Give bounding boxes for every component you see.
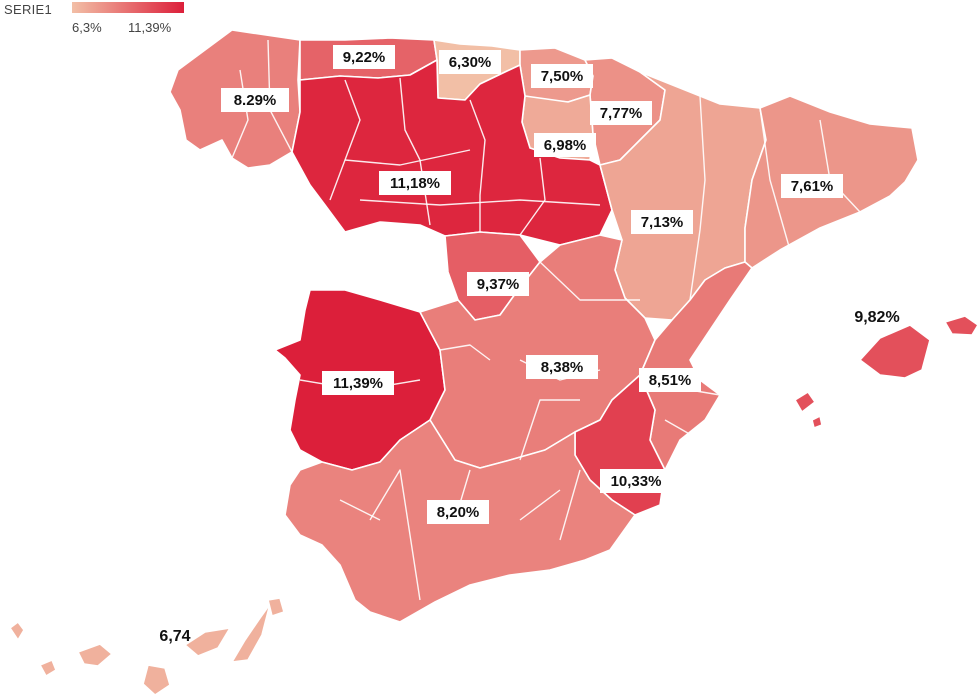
- region-shape: [267, 597, 285, 617]
- value-label-asturias: 9,22%: [333, 45, 395, 69]
- label-box: [379, 171, 451, 195]
- label-box: [333, 45, 395, 69]
- value-label-castilla-la-mancha: 8,38%: [526, 355, 598, 379]
- region-shape: [811, 415, 823, 429]
- label-text: 9,82%: [854, 309, 899, 326]
- province-border: [469, 99, 486, 232]
- region-castilla-y-leon: [291, 59, 613, 246]
- label-text: 7,77%: [600, 105, 643, 122]
- value-label-murcia: 10,33%: [600, 469, 672, 493]
- province-border: [329, 79, 361, 201]
- legend-title: SERIE1: [4, 2, 53, 17]
- labels-layer: 8.29% 9,22% 6,30% 7,50% 7,77% 6,98% 11,18% 7,13…: [159, 45, 900, 645]
- legend-color-bar: [72, 2, 184, 13]
- value-label-cataluna: 7,61%: [781, 174, 843, 198]
- province-border: [559, 469, 581, 541]
- label-box: [631, 210, 693, 234]
- region-shape: [291, 59, 613, 246]
- province-border: [231, 69, 249, 159]
- province-border: [539, 261, 640, 301]
- label-text: 11,18%: [390, 175, 440, 192]
- label-text: 6,98%: [544, 137, 587, 154]
- label-text: 7,61%: [791, 178, 834, 195]
- province-border: [519, 399, 580, 461]
- label-box: [639, 368, 701, 392]
- region-islas-baleares: [794, 315, 979, 429]
- label-text: 11,39%: [333, 375, 383, 392]
- legend-min-label: 6,3%: [72, 20, 102, 35]
- province-border: [344, 149, 471, 166]
- province-border: [339, 499, 381, 521]
- label-text: 6,74: [159, 628, 190, 645]
- region-shape: [142, 664, 171, 696]
- label-text: 7,50%: [541, 68, 584, 85]
- region-shape: [77, 643, 113, 667]
- label-box: [322, 371, 394, 395]
- province-border: [759, 107, 791, 251]
- regions-layer: [9, 29, 979, 696]
- label-text: 8,51%: [649, 372, 692, 389]
- label-box: [590, 101, 652, 125]
- value-label-cantabria: 6,30%: [439, 50, 501, 74]
- label-text: 8,38%: [541, 359, 584, 376]
- label-box: [781, 174, 843, 198]
- label-box: [221, 88, 289, 112]
- label-box: [427, 500, 489, 524]
- value-label-galicia: 8.29%: [221, 88, 289, 112]
- value-label-islas-baleares: 9,82%: [854, 309, 899, 326]
- region-shape: [184, 627, 231, 657]
- province-border: [519, 489, 561, 521]
- province-border: [519, 157, 546, 236]
- value-label-castilla-y-leon: 11,18%: [379, 171, 451, 195]
- region-canarias: [9, 597, 285, 696]
- value-label-comunidad-valenciana: 8,51%: [639, 368, 701, 392]
- label-box: [600, 469, 672, 493]
- label-box: [526, 355, 598, 379]
- province-border: [689, 95, 706, 301]
- value-label-andalucia: 8,20%: [427, 500, 489, 524]
- label-text: 7,13%: [641, 214, 684, 231]
- region-shape: [794, 391, 816, 413]
- label-text: 9,22%: [343, 49, 386, 66]
- label-text: 9,37%: [477, 276, 520, 293]
- value-label-madrid: 9,37%: [467, 272, 529, 296]
- region-shape: [859, 324, 931, 379]
- value-label-pais-vasco: 7,50%: [531, 64, 593, 88]
- region-shape: [39, 659, 57, 677]
- province-border: [369, 469, 421, 601]
- region-shape: [9, 621, 25, 641]
- value-label-canarias: 6,74: [159, 628, 190, 645]
- label-text: 8,20%: [437, 504, 480, 521]
- label-text: 6,30%: [449, 54, 492, 71]
- label-text: 8.29%: [234, 92, 277, 109]
- label-box: [439, 50, 501, 74]
- label-text: 10,33%: [611, 473, 662, 490]
- province-border: [664, 419, 701, 441]
- label-box: [534, 133, 596, 157]
- province-border: [439, 344, 491, 361]
- value-label-extremadura: 11,39%: [322, 371, 394, 395]
- value-label-aragon: 7,13%: [631, 210, 693, 234]
- region-shape: [944, 315, 979, 336]
- province-border: [359, 199, 601, 206]
- value-label-navarra: 7,77%: [590, 101, 652, 125]
- value-label-la-rioja: 6,98%: [534, 133, 596, 157]
- label-box: [467, 272, 529, 296]
- label-box: [531, 64, 593, 88]
- region-shape: [231, 603, 271, 663]
- legend-max-label: 11,39%: [128, 20, 172, 35]
